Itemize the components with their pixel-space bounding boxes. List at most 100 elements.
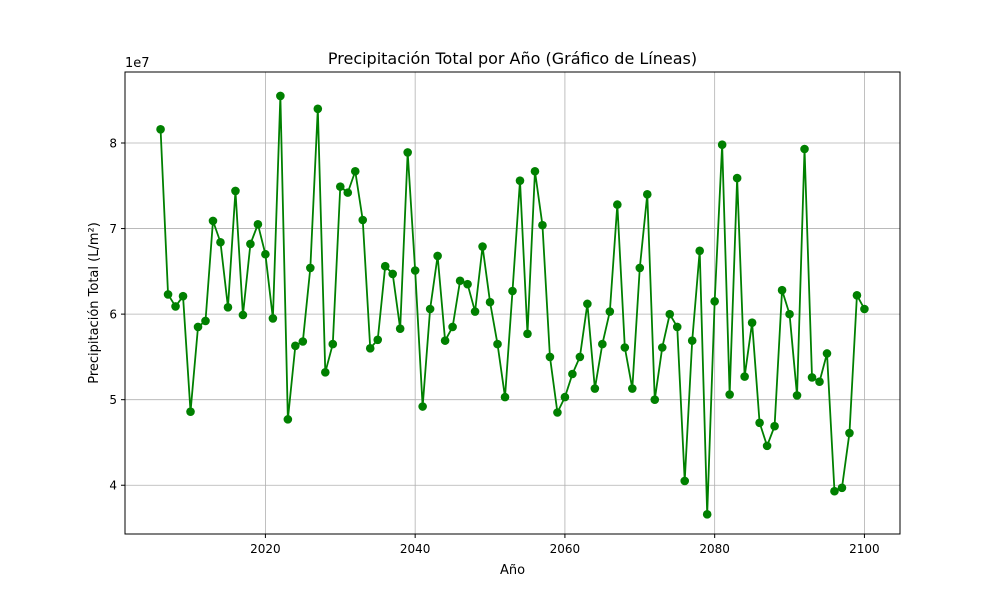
data-point-2055: [523, 329, 532, 339]
x-tick-label: 2020: [250, 542, 281, 556]
data-point-2053: [508, 286, 517, 296]
data-point-2075: [672, 322, 682, 332]
data-point-2032: [350, 166, 360, 176]
data-point-2087: [762, 441, 772, 451]
data-point-2090: [785, 309, 794, 319]
data-point-2039: [403, 148, 412, 157]
data-point-2021: [268, 314, 278, 323]
data-point-2085: [747, 318, 757, 327]
y-tick-label: 6: [109, 308, 117, 322]
data-point-2051: [493, 339, 502, 349]
data-point-2013: [208, 216, 218, 226]
data-point-2015: [223, 302, 233, 312]
data-point-2083: [732, 173, 742, 183]
y-tick-label: 7: [109, 222, 117, 236]
data-point-2040: [410, 266, 420, 275]
data-point-2098: [845, 428, 854, 438]
data-point-2057: [538, 220, 547, 230]
data-point-2058: [545, 352, 555, 362]
y-tick-label: 5: [109, 393, 117, 407]
x-tick-label: 2080: [699, 542, 730, 556]
x-tick-label: 2100: [849, 542, 880, 556]
data-point-2008: [171, 302, 180, 311]
data-point-2056: [530, 166, 540, 176]
y-scale-offset-label: 1e7: [125, 56, 150, 71]
y-tick-label: 4: [109, 479, 117, 493]
data-point-2100: [860, 304, 869, 314]
data-point-2026: [306, 263, 315, 273]
data-point-2034: [365, 344, 375, 353]
data-point-2019: [253, 219, 263, 229]
y-axis-ticks: 4 5 6 7 8: [109, 137, 125, 493]
data-point-2073: [657, 343, 667, 352]
data-point-2031: [343, 188, 353, 197]
data-point-2025: [298, 337, 308, 346]
data-point-2086: [755, 418, 764, 428]
data-point-2006: [156, 125, 165, 134]
data-point-2020: [261, 249, 270, 259]
data-point-2023: [283, 415, 293, 424]
data-point-2052: [500, 392, 510, 402]
data-point-2079: [702, 510, 712, 519]
data-point-2076: [680, 476, 690, 486]
data-point-2047: [463, 279, 472, 289]
data-point-2094: [815, 377, 824, 387]
data-point-2072: [650, 395, 660, 404]
data-point-2067: [613, 200, 622, 209]
data-point-2068: [620, 343, 630, 352]
data-point-2084: [740, 372, 749, 381]
data-point-2070: [635, 263, 645, 273]
chart-title: Precipitación Total por Año (Gráfico de …: [328, 49, 697, 68]
data-point-2042: [425, 304, 435, 314]
data-point-2088: [770, 421, 779, 431]
data-point-2045: [448, 322, 457, 332]
y-tick-label: 8: [109, 137, 117, 151]
data-point-2014: [216, 237, 225, 247]
data-point-2048: [470, 307, 480, 316]
data-point-2046: [455, 276, 465, 286]
data-point-2074: [665, 309, 675, 319]
data-point-2009: [178, 291, 188, 301]
data-point-2069: [628, 384, 637, 393]
data-point-2030: [335, 182, 345, 191]
data-point-2035: [373, 335, 383, 345]
data-point-2062: [575, 352, 585, 362]
data-point-2078: [695, 246, 704, 256]
data-point-2041: [418, 402, 427, 411]
data-point-2012: [201, 316, 210, 326]
data-point-2010: [186, 407, 195, 416]
data-point-2037: [388, 269, 397, 279]
x-tick-label: 2040: [400, 542, 431, 556]
data-point-2082: [725, 390, 734, 399]
data-point-2080: [710, 296, 719, 306]
data-point-2011: [193, 322, 203, 332]
data-point-2091: [792, 391, 802, 400]
data-point-2050: [485, 297, 495, 307]
data-point-2024: [291, 341, 300, 351]
data-point-2054: [515, 176, 525, 185]
data-point-2060: [560, 392, 570, 402]
data-point-2038: [395, 324, 405, 333]
data-point-2077: [687, 336, 697, 345]
data-point-2092: [800, 144, 809, 154]
data-point-2028: [321, 368, 330, 377]
data-point-2093: [807, 373, 817, 382]
data-point-2061: [568, 369, 577, 379]
plot-frame: [124, 71, 901, 535]
data-point-2022: [276, 91, 285, 101]
data-point-2033: [358, 215, 368, 225]
data-point-2029: [328, 339, 338, 349]
x-axis-label: Año: [500, 563, 525, 578]
series-precipitacion: [156, 91, 869, 519]
data-point-2027: [313, 104, 323, 114]
data-point-2007: [163, 290, 173, 299]
data-point-2063: [583, 299, 592, 309]
y-axis-label: Precipitación Total (L/m²): [87, 222, 102, 384]
x-tick-label: 2060: [550, 542, 581, 556]
data-point-2059: [553, 408, 562, 417]
data-point-2065: [598, 339, 607, 349]
data-point-2081: [717, 140, 727, 150]
data-point-2066: [605, 307, 615, 316]
